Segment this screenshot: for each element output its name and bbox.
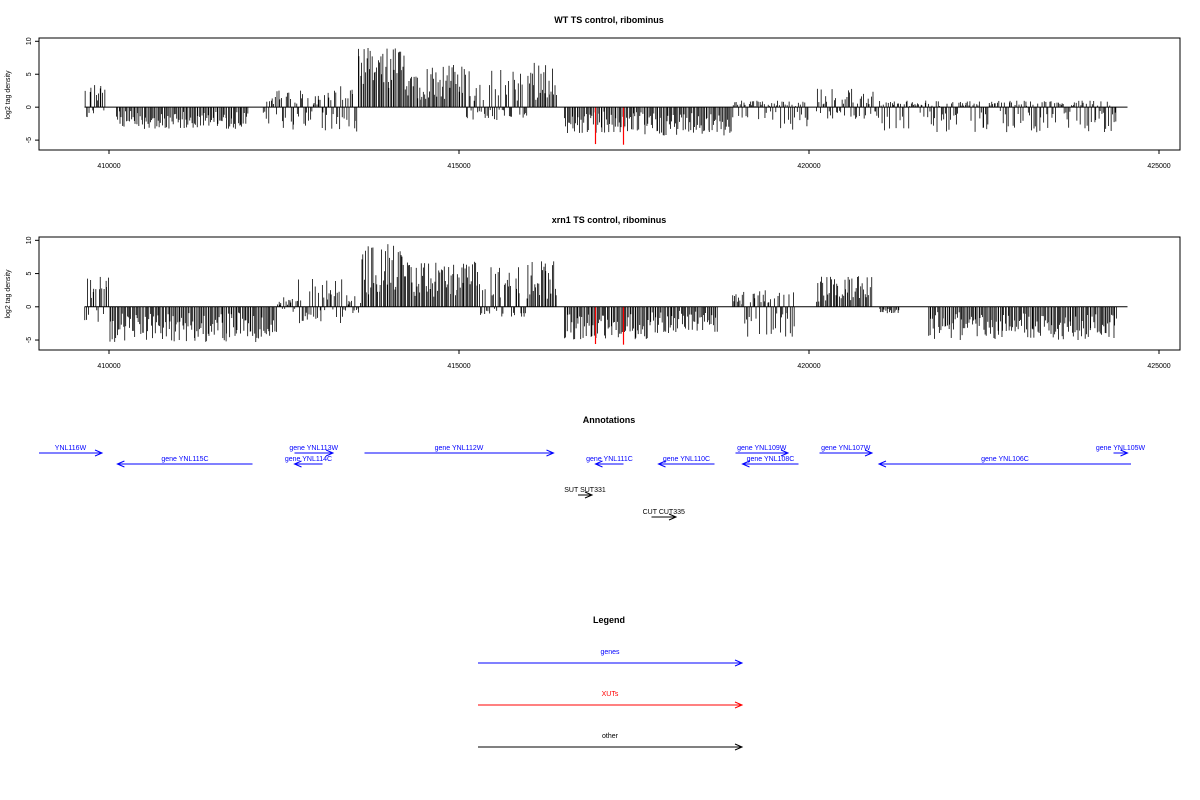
annotation-feature: gene YNL107W — [819, 445, 874, 457]
feature-label: CUT CUT335 — [643, 509, 685, 516]
legend-arrowhead — [734, 659, 744, 667]
feature-arrowhead — [877, 460, 887, 468]
wt-y-axis-label: log2 tag density — [5, 70, 12, 120]
wt-y-tick-label: 5 — [26, 72, 33, 76]
feature-arrowhead — [293, 460, 302, 468]
feature-arrowhead — [668, 513, 678, 521]
wt-x-tick-label: 410000 — [97, 163, 120, 170]
feature-label: gene YNL111C — [586, 456, 633, 463]
annotation-feature: CUT CUT335 — [643, 509, 685, 521]
wt-y-tick-label: 0 — [26, 105, 33, 109]
xrn1-y-tick-label: 10 — [26, 236, 33, 244]
xrn1-x-tick-label: 415000 — [447, 363, 470, 370]
xrn1-y-tick-label: -5 — [26, 337, 33, 343]
wt-density-panel: WT TS control, ribominus log2 tag densit… — [5, 15, 1181, 170]
feature-label: gene YNL107W — [821, 445, 871, 452]
wt-y-tick-label: 10 — [26, 37, 33, 45]
wt-x-tick-label: 415000 — [447, 163, 470, 170]
legend-arrowhead — [734, 743, 744, 751]
annotation-feature: SUT SUT331 — [564, 487, 606, 499]
feature-arrowhead — [741, 460, 750, 468]
feature-arrowhead — [584, 491, 594, 499]
feature-arrowhead — [594, 460, 603, 468]
feature-arrowhead — [325, 449, 335, 457]
feature-label: gene YNL106C — [981, 456, 1029, 463]
xrn1-density-panel: xrn1 TS control, ribominus log2 tag dens… — [5, 215, 1181, 370]
xrn1-axes: -5 0 5 10 410000 415000 420000 425000 — [26, 236, 1171, 370]
xrn1-y-axis-label: log2 tag density — [5, 269, 12, 319]
xrn1-x-tick-label: 425000 — [1147, 363, 1170, 370]
xrn1-x-tick-label: 420000 — [797, 363, 820, 370]
annotation-feature: gene YNL109W — [735, 445, 790, 457]
wt-x-tick-label: 420000 — [797, 163, 820, 170]
xrn1-y-tick-label: 0 — [26, 305, 33, 309]
annotation-feature: gene YNL108C — [741, 456, 799, 468]
legend-arrowhead — [734, 701, 744, 709]
feature-label: gene YNL110C — [663, 456, 710, 463]
feature-arrowhead — [94, 449, 104, 457]
annotation-feature: gene YNL110C — [657, 456, 715, 468]
xrn1-x-tick-label: 410000 — [97, 363, 120, 370]
legend: genes XUTs other — [478, 649, 744, 751]
annotation-track: YNL116W gene YNL115C gene YNL113W gene YNL1… — [39, 445, 1146, 521]
feature-label: gene YNL109W — [737, 445, 787, 452]
feature-arrowhead — [116, 460, 125, 468]
wt-x-tick-label: 425000 — [1147, 163, 1170, 170]
wt-y-tick-label: -5 — [26, 137, 33, 143]
wt-panel-title: WT TS control, ribominus — [554, 15, 664, 25]
xrn1-plot-frame — [38, 236, 1181, 351]
annotations-title: Annotations — [583, 415, 636, 425]
legend-label: XUTs — [602, 691, 619, 698]
annotation-feature: gene YNL114C — [285, 456, 332, 468]
legend-item: other — [478, 733, 744, 751]
legend-label: genes — [600, 649, 620, 656]
wt-bars — [84, 47, 1128, 145]
annotation-feature: gene YNL113W — [289, 445, 339, 457]
legend-item: genes — [478, 649, 744, 667]
feature-arrowhead — [864, 449, 874, 457]
legend-label: other — [602, 733, 619, 740]
feature-arrowhead — [1120, 449, 1129, 457]
feature-label: YNL116W — [55, 445, 87, 452]
feature-label: gene YNL112W — [435, 445, 484, 452]
feature-label: gene YNL114C — [285, 456, 332, 463]
annotation-feature: gene YNL115C — [116, 456, 253, 468]
xrn1-bars — [84, 244, 1128, 345]
feature-label: gene YNL105W — [1096, 445, 1146, 452]
feature-label: SUT SUT331 — [564, 487, 606, 494]
feature-arrowhead — [657, 460, 666, 468]
feature-arrowhead — [546, 449, 555, 457]
feature-arrowhead — [780, 449, 790, 457]
feature-label: gene YNL113W — [289, 445, 338, 452]
annotation-feature: YNL116W — [39, 445, 104, 457]
annotation-feature: gene YNL106C — [877, 456, 1131, 468]
wt-plot-frame — [38, 37, 1181, 151]
feature-label: gene YNL115C — [161, 456, 208, 463]
legend-title: Legend — [593, 615, 625, 625]
annotation-feature: gene YNL105W — [1096, 445, 1146, 457]
legend-item: XUTs — [478, 691, 744, 709]
wt-axes: -5 0 5 10 410000 415000 420000 425000 — [26, 37, 1171, 170]
feature-label: gene YNL108C — [747, 456, 795, 463]
annotation-feature: gene YNL111C — [586, 456, 633, 468]
xrn1-panel-title: xrn1 TS control, ribominus — [552, 215, 667, 225]
annotation-feature: gene YNL112W — [364, 445, 555, 457]
xrn1-y-tick-label: 5 — [26, 272, 33, 276]
